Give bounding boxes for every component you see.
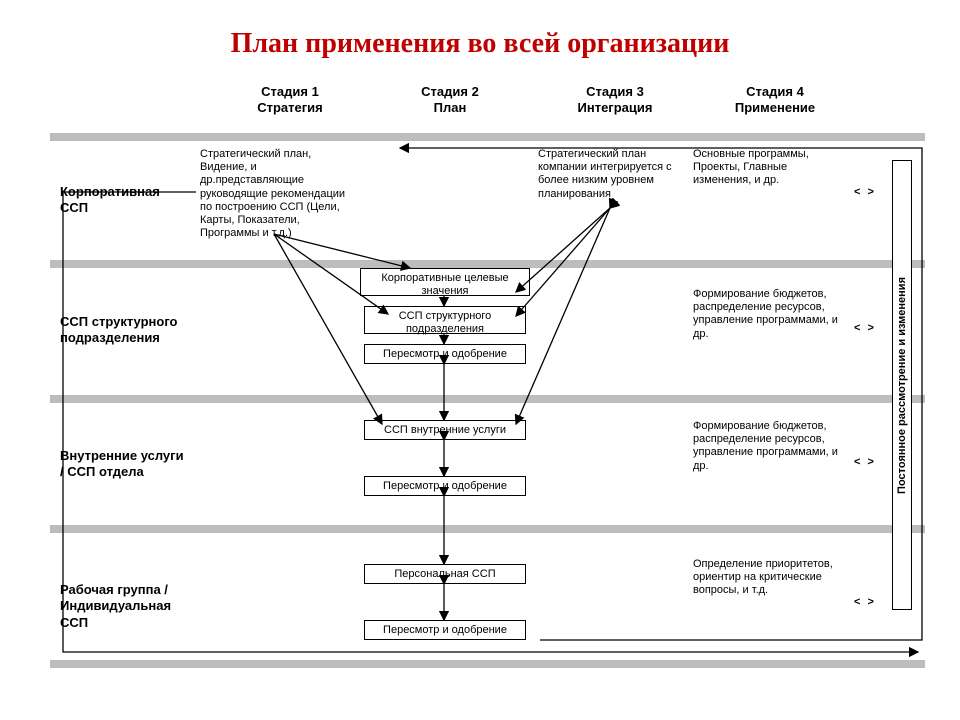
row-label-corporate: Корпоративная ССП — [60, 184, 188, 217]
stage-header-1-line1: Стадия 1 — [215, 84, 365, 100]
stage-header-4-line1: Стадия 4 — [700, 84, 850, 100]
apply-text-row4: Определение приоритетов, ориентир на кри… — [693, 558, 848, 598]
row-label-structural: ССП структурного подразделения — [60, 314, 188, 347]
lr-marker: < > — [854, 456, 876, 468]
box-review-1: Пересмотр и одобрение — [364, 344, 526, 364]
stage-header-4: Стадия 4 Применение — [700, 84, 850, 117]
box-struct-ssp: ССП структурного подразделения — [364, 306, 526, 334]
lr-marker: < > — [854, 322, 876, 334]
row-label-workgroup: Рабочая группа / Индивидуальная ССП — [60, 582, 188, 631]
apply-text-row1: Основные программы, Проекты, Главные изм… — [693, 148, 848, 188]
box-review-2: Пересмотр и одобрение — [364, 476, 526, 496]
stage-header-1-line2: Стратегия — [215, 100, 365, 116]
review-changes-bar: Постоянное рассмотрение и изменения — [892, 160, 912, 610]
box-review-3: Пересмотр и одобрение — [364, 620, 526, 640]
lr-marker: < > — [854, 596, 876, 608]
stage-header-2-line2: План — [375, 100, 525, 116]
page-title: План применения во всей организации — [0, 28, 960, 60]
box-corp-targets: Корпоративные целевые значения — [360, 268, 530, 296]
review-changes-bar-label: Постоянное рассмотрение и изменения — [896, 277, 908, 494]
apply-text-row3: Формирование бюджетов, распределение рес… — [693, 420, 848, 473]
stage-header-3-line1: Стадия 3 — [540, 84, 690, 100]
row-separator — [50, 133, 925, 141]
stage-header-2: Стадия 2 План — [375, 84, 525, 117]
strategy-text: Стратегический план, Видение, и др.предс… — [200, 148, 350, 240]
box-personal-ssp: Персональная ССП — [364, 564, 526, 584]
stage-header-4-line2: Применение — [700, 100, 850, 116]
apply-text-row2: Формирование бюджетов, распределение рес… — [693, 288, 848, 341]
row-separator — [50, 395, 925, 403]
row-separator — [50, 525, 925, 533]
row-label-internal: Внутренние услуги / ССП отдела — [60, 448, 188, 481]
integration-text: Стратегический план компании интегрирует… — [538, 148, 693, 201]
stage-header-3-line2: Интеграция — [540, 100, 690, 116]
diagram-canvas: План применения во всей организации Стад… — [0, 0, 960, 720]
box-internal-svc: ССП внутренние услуги — [364, 420, 526, 440]
row-separator — [50, 660, 925, 668]
stage-header-3: Стадия 3 Интеграция — [540, 84, 690, 117]
stage-header-1: Стадия 1 Стратегия — [215, 84, 365, 117]
lr-marker: < > — [854, 186, 876, 198]
row-separator — [50, 260, 925, 268]
stage-header-2-line1: Стадия 2 — [375, 84, 525, 100]
